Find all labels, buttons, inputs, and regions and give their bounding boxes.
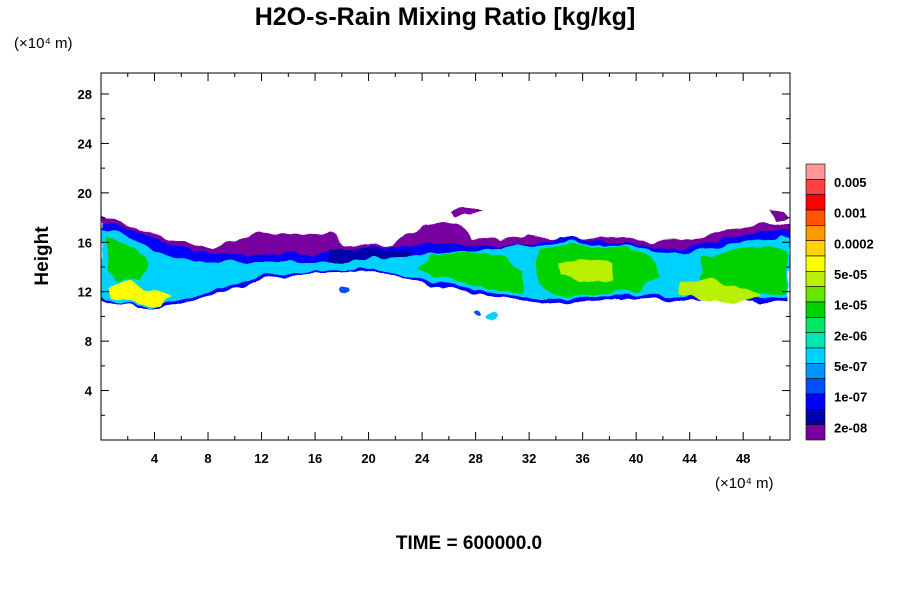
field-patch-purple-3: [772, 210, 790, 222]
x-tick-label: 20: [361, 451, 375, 466]
x-tick-label: 16: [308, 451, 322, 466]
colorbar-swatch: [805, 179, 826, 195]
colorbar-swatch: [805, 378, 826, 395]
field-patch-purple-1: [452, 208, 484, 216]
colorbar-swatch: [805, 332, 826, 349]
rain-field: [101, 208, 790, 318]
y-tick-label: 4: [85, 384, 93, 399]
x-unit-label: (×10⁴ m): [715, 475, 774, 492]
x-tick-label: 4: [151, 451, 159, 466]
chart-title: H2O-s-Rain Mixing Ratio [kg/kg]: [255, 3, 636, 31]
x-tick-label: 48: [736, 451, 750, 466]
y-unit-label: (×10⁴ m): [14, 35, 73, 52]
x-tick-label: 44: [682, 451, 697, 466]
colorbar-swatch: [805, 255, 826, 272]
colorbar-label: 2e-08: [834, 420, 867, 435]
colorbar-label: 0.005: [834, 175, 867, 190]
colorbar-swatch: [805, 393, 826, 410]
colorbar-swatch: [805, 286, 826, 303]
colorbar-label: 0.0002: [834, 236, 874, 251]
colorbar: [805, 163, 826, 441]
x-tick-label: 24: [415, 451, 430, 466]
time-annotation: TIME = 600000.0: [396, 533, 542, 554]
colorbar-swatch: [805, 317, 826, 333]
field-layer-green-2: [420, 252, 525, 292]
colorbar-swatch: [805, 240, 826, 257]
field-layer-yellow-1: [110, 282, 170, 306]
field-drop-2: [484, 312, 496, 318]
plot-frame: [100, 72, 791, 441]
colorbar-swatch: [805, 209, 826, 226]
colorbar-swatch: [805, 225, 826, 241]
colorbar-swatch: [805, 424, 826, 441]
field-drop-1: [338, 285, 348, 293]
colorbar-labels: 0.005 0.001 0.0002 5e-05 1e-05 2e-06 5e-07 1e-0…: [834, 175, 874, 435]
colorbar-swatch: [805, 347, 826, 364]
y-tick-label: 20: [78, 186, 92, 201]
colorbar-swatch: [805, 194, 826, 211]
x-tick-label: 32: [522, 451, 536, 466]
colorbar-swatch: [805, 301, 826, 318]
y-tick-label: 16: [78, 235, 92, 250]
colorbar-label: 5e-07: [834, 359, 867, 374]
colorbar-swatch: [805, 271, 826, 287]
x-tick-label: 12: [254, 451, 268, 466]
field-layer-green: [106, 236, 150, 282]
colorbar-label: 5e-05: [834, 267, 867, 282]
x-ticks: 4 8 12 16 20 24 28 32 36 40 44 48: [127, 73, 771, 466]
y-tick-label: 24: [78, 136, 93, 151]
x-tick-label: 36: [575, 451, 589, 466]
y-tick-label: 12: [78, 285, 92, 300]
colorbar-swatch: [805, 163, 826, 180]
y-ticks: 4 8 12 16 20 24 28: [78, 87, 790, 416]
colorbar-swatch: [805, 363, 826, 379]
field-layer-yellow-2: [680, 280, 760, 302]
x-tick-label: 28: [468, 451, 482, 466]
y-tick-label: 28: [78, 87, 92, 102]
colorbar-label: 1e-05: [834, 298, 867, 313]
y-tick-label: 8: [85, 334, 92, 349]
x-tick-label: 8: [204, 451, 211, 466]
colorbar-label: 1e-07: [834, 390, 867, 405]
field-layer-green-4: [700, 244, 788, 294]
y-axis-label: Height: [32, 226, 53, 286]
colorbar-swatch: [805, 409, 826, 425]
x-tick-label: 40: [629, 451, 643, 466]
field-drop-3: [474, 309, 480, 315]
field-patch-purple-2: [420, 224, 440, 236]
colorbar-label: 2e-06: [834, 328, 867, 343]
colorbar-label: 0.001: [834, 206, 867, 221]
field-layer-yellow-3: [560, 258, 615, 282]
